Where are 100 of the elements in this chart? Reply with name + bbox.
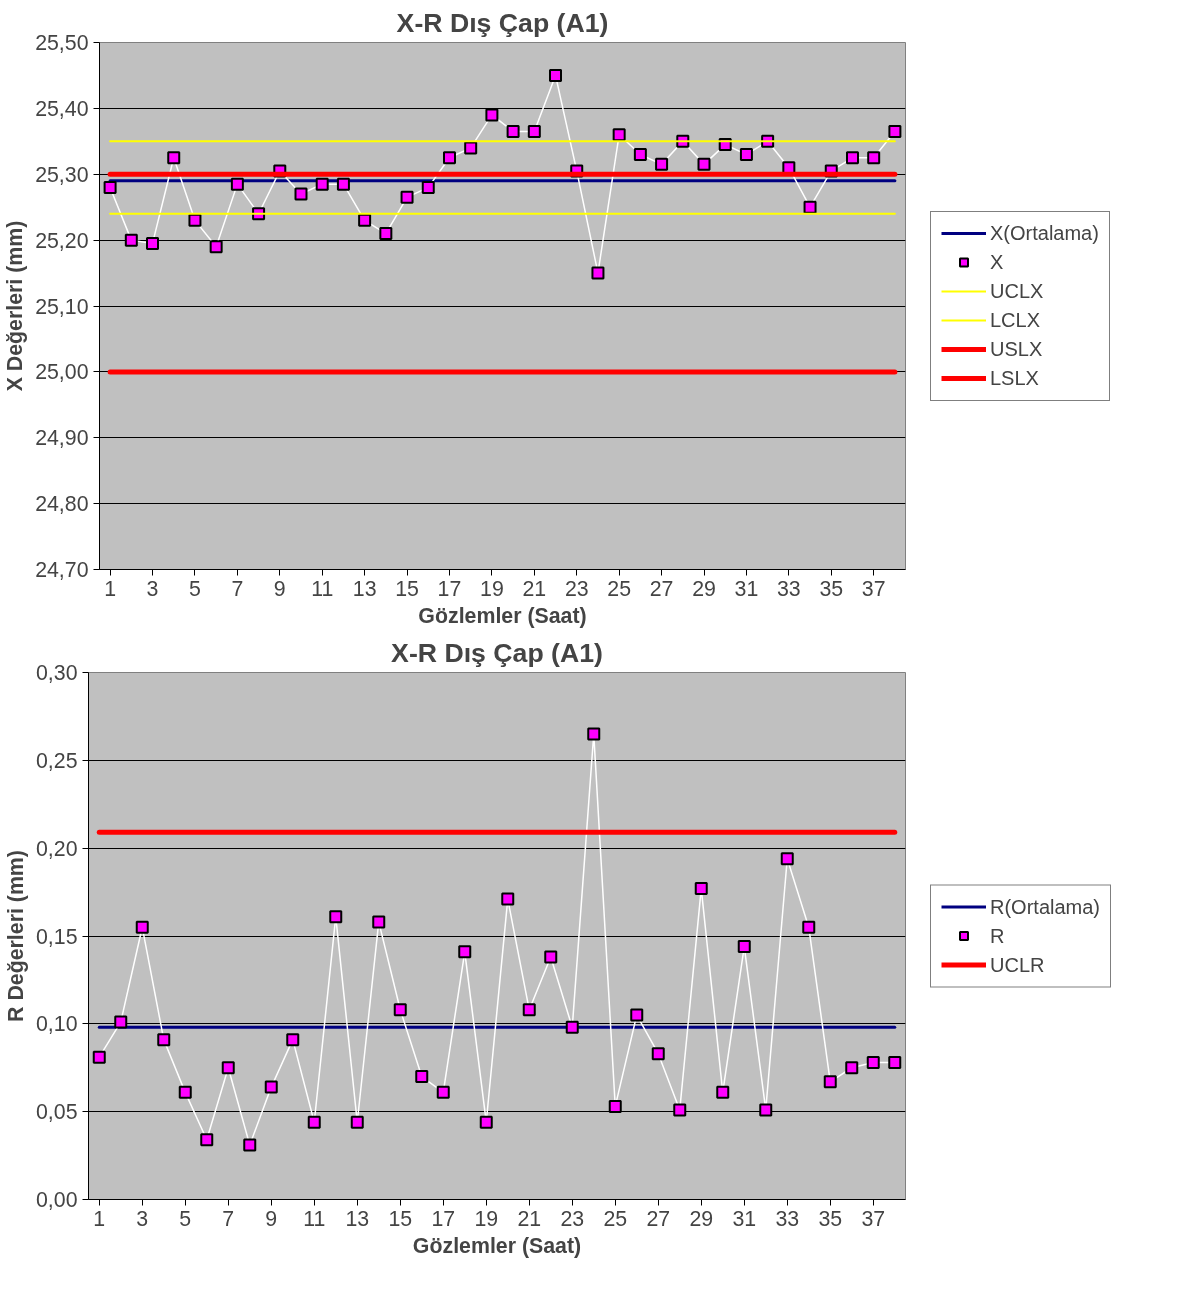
x-tick-label: 29 (689, 1206, 714, 1231)
y-tick-label: 24,70 (35, 558, 89, 582)
y-axis-title: R Değerleri (mm) (3, 850, 28, 1022)
point (866, 1055, 880, 1069)
point (336, 177, 350, 191)
point (188, 213, 202, 227)
point (442, 151, 456, 165)
x-tick-label: 33 (775, 1206, 800, 1231)
point (230, 177, 244, 191)
x-tick-label: 7 (231, 576, 244, 601)
point (527, 124, 541, 138)
y-tick-label: 25,30 (35, 162, 89, 187)
point (92, 1050, 106, 1064)
x-tick-label: 27 (649, 576, 674, 601)
point (307, 1115, 321, 1129)
y-tick-label: 0,05 (35, 1100, 78, 1125)
x-tick-label: 13 (345, 1206, 370, 1231)
x-tick-label: 21 (522, 576, 547, 601)
point (135, 920, 149, 934)
y-tick-label: 0,20 (35, 836, 78, 861)
x-tick-label: 37 (861, 1206, 886, 1231)
point (759, 1103, 773, 1117)
legend-label: X (990, 250, 1005, 274)
point (608, 1099, 622, 1113)
legend-label: X(Ortalama) (990, 221, 1099, 245)
y-tick-label: 25,00 (35, 360, 89, 385)
x-tick-label: 9 (265, 1206, 278, 1231)
x-tick-label: 23 (560, 1206, 585, 1231)
x-tick-label: 15 (395, 576, 419, 601)
x-tick-label: 13 (352, 576, 377, 601)
x-axis-title: Gözlemler (Saat) (412, 1233, 582, 1258)
point (124, 233, 138, 247)
x-tick-label: 1 (104, 576, 117, 601)
x-tick-label: 23 (564, 576, 589, 601)
x-tick-label: 25 (607, 576, 632, 601)
point (209, 240, 223, 254)
x-tick-label: 31 (732, 1206, 757, 1231)
point (612, 128, 626, 142)
x-tick-label: 11 (311, 576, 334, 601)
x-tick-label: 5 (189, 576, 201, 601)
point (114, 1015, 128, 1029)
point (436, 1085, 450, 1099)
point (200, 1133, 214, 1147)
point (178, 1085, 192, 1099)
point (157, 1033, 171, 1047)
x-tick-label: 33 (776, 576, 801, 601)
y-tick-label: 24,90 (35, 426, 89, 451)
point (372, 915, 386, 929)
point (501, 892, 515, 906)
point (379, 227, 393, 241)
point (350, 1115, 364, 1129)
point (458, 945, 472, 959)
point (485, 108, 499, 122)
point (867, 151, 881, 165)
point (549, 68, 563, 82)
point (673, 1103, 687, 1117)
point (780, 852, 794, 866)
x-tick-label: 5 (179, 1206, 192, 1231)
point (888, 124, 902, 138)
chart-title: X-R Dış Çap (A1) (396, 7, 609, 38)
x-tick-label: 9 (273, 576, 286, 601)
point (146, 236, 160, 250)
x-tick-label: 27 (646, 1206, 671, 1231)
legend-label: R (990, 924, 1006, 947)
point (464, 141, 478, 155)
point (591, 266, 605, 280)
point (221, 1061, 235, 1075)
point (167, 151, 181, 165)
y-tick-label: 25,20 (35, 228, 89, 253)
point (845, 1061, 859, 1075)
point (802, 920, 816, 934)
point (264, 1080, 278, 1094)
legend-label: UCLR (990, 953, 1045, 976)
point (544, 950, 558, 964)
x-tick-label: 11 (303, 1206, 326, 1231)
point (243, 1138, 257, 1152)
x-tick-label: 3 (146, 576, 159, 601)
legend-label: R(Ortalama) (990, 895, 1101, 918)
legend-label: LCLX (990, 308, 1041, 332)
point (655, 157, 669, 171)
y-axis-title: X Değerleri (mm) (3, 220, 28, 392)
x-tick-label: 31 (734, 576, 759, 601)
point (103, 180, 117, 194)
point (803, 200, 817, 214)
point (506, 124, 520, 138)
legend-label: LSLX (990, 366, 1039, 390)
point (329, 910, 343, 924)
x-tick-label: 21 (517, 1206, 542, 1231)
point (630, 1008, 644, 1022)
y-tick-label: 25,40 (35, 96, 89, 121)
point (400, 190, 414, 204)
point (697, 157, 711, 171)
point (415, 1070, 429, 1084)
point (393, 1003, 407, 1017)
point (294, 187, 308, 201)
x-tick-label: 35 (818, 1206, 843, 1231)
x-tick-label: 25 (603, 1206, 628, 1231)
point (633, 147, 647, 161)
point (694, 882, 708, 896)
point (315, 177, 329, 191)
